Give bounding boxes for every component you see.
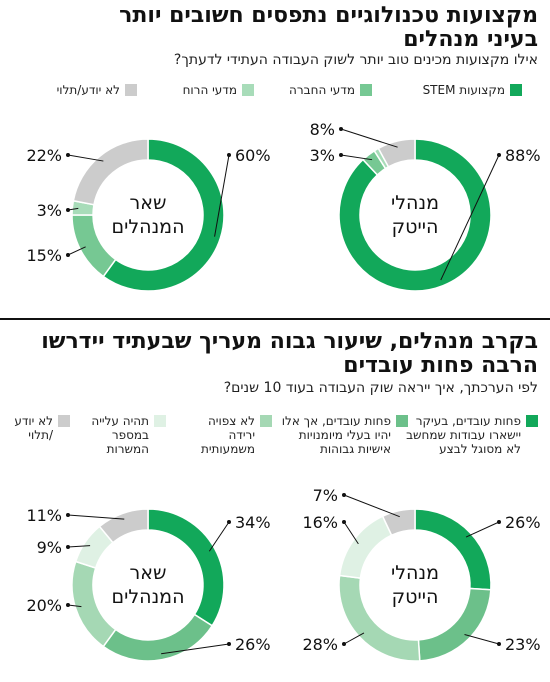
leader-line bbox=[67, 154, 104, 162]
leader-line bbox=[340, 128, 398, 148]
legend-label: מדעי הרוח bbox=[182, 83, 237, 97]
leader-dot bbox=[227, 642, 231, 646]
donut-center-label: שאר bbox=[130, 562, 167, 584]
legend-label: פחות עובדים, בעיקר יישארו עבודות שמחשב לא … bbox=[406, 414, 521, 456]
section1-title-line1: מקצועות טכנולוגיים נתפסים חשובים יותר bbox=[119, 3, 538, 28]
donut-center-label: מנהלי bbox=[391, 562, 439, 584]
leader-line bbox=[343, 521, 359, 545]
leader-line bbox=[67, 545, 91, 548]
legend-swatch bbox=[360, 84, 372, 96]
donut-slice bbox=[102, 138, 225, 292]
section-divider bbox=[0, 318, 550, 320]
leader-dot bbox=[342, 520, 346, 524]
donut-center-label: מנהלי bbox=[391, 192, 439, 214]
legend-swatch bbox=[510, 84, 522, 96]
leader-dot bbox=[497, 520, 501, 524]
section2-subtitle: לפי הערכתך, איך ייראה שוק העבודה בעוד 10… bbox=[223, 380, 538, 396]
slice-value-label: 22% bbox=[26, 146, 62, 165]
slice-value-label: 16% bbox=[302, 513, 338, 532]
legend-label: לא צפויה ירידה משמעותית bbox=[200, 414, 255, 456]
section2-title-line2: הרבה פחות עובדים bbox=[343, 353, 538, 378]
legend-label: לא יודע/תלוי bbox=[56, 83, 120, 97]
slice-value-label: 9% bbox=[37, 538, 62, 557]
donut-slice bbox=[102, 613, 214, 662]
slice-value-label: 26% bbox=[235, 635, 271, 654]
leader-line bbox=[340, 154, 373, 161]
leader-dot bbox=[497, 153, 501, 157]
leader-line bbox=[67, 246, 86, 256]
leader-dot bbox=[227, 153, 231, 157]
leader-dot bbox=[66, 153, 70, 157]
donut-slice bbox=[71, 214, 117, 278]
leader-dot bbox=[342, 493, 346, 497]
leader-line bbox=[67, 514, 125, 520]
slice-value-label: 20% bbox=[26, 596, 62, 615]
legend-swatch bbox=[242, 84, 254, 96]
leader-line bbox=[343, 632, 365, 645]
leader-dot bbox=[342, 642, 346, 646]
donut-slice bbox=[338, 138, 492, 292]
legend-swatch bbox=[396, 415, 408, 427]
leader-dot bbox=[66, 253, 70, 257]
leader-line bbox=[440, 154, 500, 281]
donut-slice bbox=[377, 138, 416, 168]
donut-center-label: שאר bbox=[130, 192, 167, 214]
legend-swatch bbox=[154, 415, 166, 427]
slice-value-label: 23% bbox=[505, 635, 541, 654]
donut-center-label: המנהלים bbox=[112, 216, 185, 238]
section2-title-line1: בקרב מנהלים, שיעור גבוה מעריך שבעתיד ייד… bbox=[41, 329, 538, 354]
leader-line bbox=[214, 154, 230, 237]
slice-value-label: 88% bbox=[505, 146, 541, 165]
donut-slice bbox=[72, 138, 149, 206]
slice-value-label: 26% bbox=[505, 513, 541, 532]
leader-dot bbox=[497, 642, 501, 646]
leader-dot bbox=[66, 208, 70, 212]
leader-line bbox=[161, 643, 230, 655]
leader-line bbox=[464, 634, 500, 645]
slice-value-label: 60% bbox=[235, 146, 271, 165]
leader-dot bbox=[227, 520, 231, 524]
donut-center-label: הייטק bbox=[392, 216, 439, 238]
section1-title-line2: בעיני מנהלים bbox=[403, 27, 538, 52]
slice-value-label: 28% bbox=[302, 635, 338, 654]
donut-center-label: הייטק bbox=[392, 586, 439, 608]
slice-value-label: 3% bbox=[310, 146, 335, 165]
leader-dot bbox=[66, 603, 70, 607]
legend-label: לא יודע/תלוי bbox=[14, 414, 53, 442]
leader-dot bbox=[66, 513, 70, 517]
slice-value-label: 7% bbox=[313, 486, 338, 505]
donut-slice bbox=[338, 515, 393, 579]
legend-swatch bbox=[58, 415, 70, 427]
leader-dot bbox=[66, 545, 70, 549]
legend-label: תהיה עלייה במספר המשרות bbox=[91, 414, 149, 456]
leader-line bbox=[465, 521, 500, 538]
slice-value-label: 15% bbox=[26, 246, 62, 265]
leader-dot bbox=[339, 127, 343, 131]
slice-value-label: 34% bbox=[235, 513, 271, 532]
section1-subtitle: אילו מקצועות מכינים טוב יותר לשוק העבודה… bbox=[173, 52, 538, 68]
leader-line bbox=[208, 521, 230, 552]
legend-swatch bbox=[260, 415, 272, 427]
leader-line bbox=[67, 604, 82, 608]
leader-line bbox=[343, 494, 400, 518]
slice-value-label: 3% bbox=[37, 201, 62, 220]
donut-slice bbox=[98, 508, 149, 544]
slice-value-label: 11% bbox=[26, 506, 62, 525]
slice-value-label: 8% bbox=[310, 120, 335, 139]
legend-label: מדעי החברה bbox=[289, 83, 355, 97]
donut-slice bbox=[71, 560, 117, 648]
leader-dot bbox=[339, 153, 343, 157]
donut-slice bbox=[381, 508, 416, 537]
legend-swatch bbox=[125, 84, 137, 96]
donut-center-label: המנהלים bbox=[112, 586, 185, 608]
legend-label: פחות עובדים, אך אלו יהיו בעלי מיומנויות אי… bbox=[281, 414, 391, 456]
legend-label: מקצועות STEM bbox=[422, 83, 505, 97]
legend-swatch bbox=[526, 415, 538, 427]
